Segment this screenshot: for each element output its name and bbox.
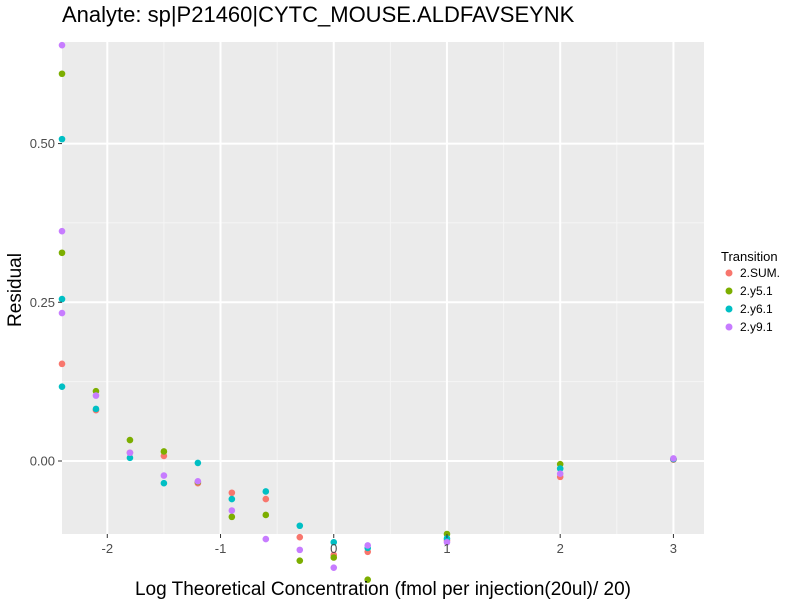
data-point xyxy=(92,392,100,399)
data-point xyxy=(670,455,677,462)
y-axis-title: Residual xyxy=(5,253,26,327)
chart-title: Analyte: sp|P21460|CYTC_MOUSE.ALDFAVSEYN… xyxy=(62,2,575,27)
x-tick-label: 1 xyxy=(443,541,450,556)
legend-title: Transition xyxy=(721,249,778,264)
legend: Transition 2.SUM. 2.y5.1 2.y6.1 2.y9.1 xyxy=(721,249,780,334)
data-points xyxy=(58,41,677,584)
data-point xyxy=(556,470,564,477)
data-point xyxy=(194,459,202,467)
data-point xyxy=(296,533,304,541)
data-point xyxy=(58,295,66,303)
legend-label: 2.y6.1 xyxy=(740,302,773,316)
legend-items: 2.SUM. 2.y5.1 2.y6.1 2.y9.1 xyxy=(725,266,780,334)
data-point xyxy=(194,478,202,485)
plot-panel xyxy=(62,42,704,534)
data-point xyxy=(556,465,564,472)
data-point xyxy=(296,522,304,530)
legend-label: 2.SUM. xyxy=(740,266,780,280)
data-point xyxy=(296,557,304,564)
data-point xyxy=(228,495,236,503)
legend-key xyxy=(725,305,733,313)
x-tick-label: -1 xyxy=(215,541,227,556)
data-point xyxy=(160,448,168,455)
data-point xyxy=(58,309,66,317)
data-point xyxy=(262,488,270,495)
x-tick-label: -2 xyxy=(102,541,114,556)
x-tick-label: 0 xyxy=(330,541,337,556)
x-tick-label: 2 xyxy=(557,541,564,556)
data-point xyxy=(58,41,66,49)
data-point xyxy=(228,489,236,497)
data-point xyxy=(92,405,100,413)
y-tick-label: 0.25 xyxy=(30,295,55,310)
major-gridlines xyxy=(62,42,704,534)
data-point xyxy=(330,554,338,561)
data-point xyxy=(262,535,270,543)
data-point xyxy=(58,227,66,235)
y-tick-label: 0.50 xyxy=(30,136,55,151)
legend-label: 2.y9.1 xyxy=(740,320,773,334)
axis-ticks xyxy=(58,143,674,538)
x-tick-label: 3 xyxy=(670,541,677,556)
data-point xyxy=(126,436,134,444)
data-point xyxy=(160,479,168,487)
data-point xyxy=(58,70,66,78)
y-tick-label: 0.00 xyxy=(30,453,55,468)
data-point xyxy=(228,507,236,514)
data-point xyxy=(364,576,372,584)
data-point xyxy=(443,538,451,546)
data-point xyxy=(262,511,270,519)
data-point xyxy=(58,360,66,368)
data-point xyxy=(58,249,66,257)
legend-label: 2.y5.1 xyxy=(740,284,773,298)
minor-gridlines xyxy=(62,42,704,534)
series-2-y9-1 xyxy=(58,41,677,571)
data-point xyxy=(330,538,338,546)
legend-key xyxy=(725,287,733,295)
x-axis-title: Log Theoretical Concentration (fmol per … xyxy=(135,579,631,600)
axis-tick-labels: -2 -1 0 1 2 3 0.00 0.25 0.50 xyxy=(30,136,677,556)
data-point xyxy=(330,564,338,571)
data-point xyxy=(160,472,168,479)
data-point xyxy=(126,454,134,462)
data-point xyxy=(364,542,372,549)
data-point xyxy=(126,449,134,457)
data-point xyxy=(262,495,270,503)
data-point xyxy=(296,546,304,554)
data-point xyxy=(58,135,66,143)
legend-key xyxy=(725,323,733,331)
data-point xyxy=(58,383,66,391)
legend-key xyxy=(725,269,733,277)
data-point xyxy=(228,513,236,521)
